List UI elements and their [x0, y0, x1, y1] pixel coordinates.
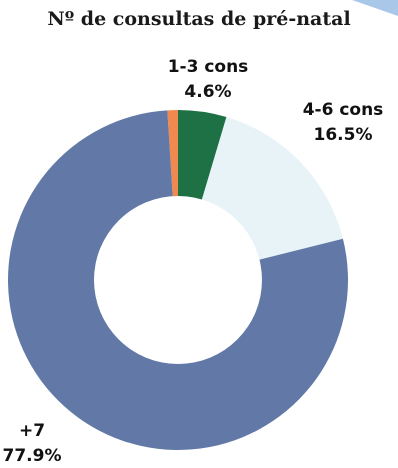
chart-title: Nº de consultas de pré-natal — [47, 8, 351, 30]
slice-label-7-category: +7 — [19, 421, 45, 441]
slice-label-1-3-category: 1-3 cons — [168, 57, 249, 77]
slice-label-4-6-percent: 16.5% — [314, 125, 373, 145]
slice-label-4-6-category: 4-6 cons — [303, 100, 384, 120]
slice-label-1-3-percent: 4.6% — [184, 82, 231, 102]
donut-hole — [94, 196, 262, 364]
slice-label-7-percent: 77.9% — [3, 446, 62, 466]
